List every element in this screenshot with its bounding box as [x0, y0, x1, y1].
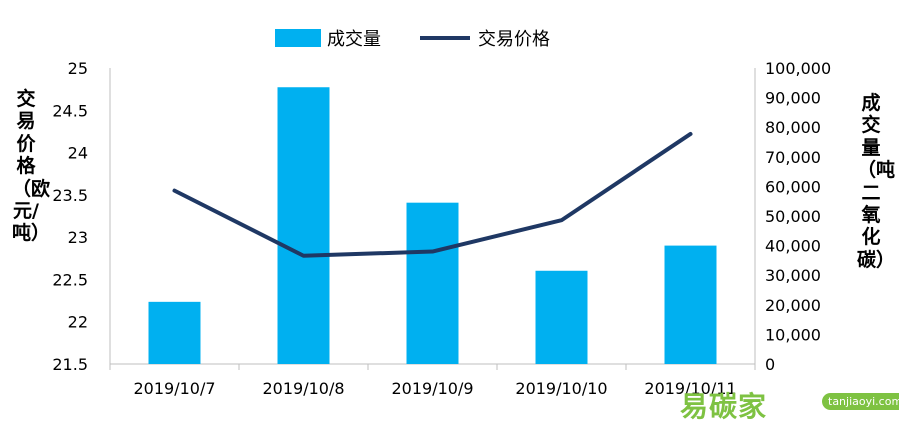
bar-2019/10/7: [148, 301, 201, 364]
legend-label-volume: 成交量: [327, 29, 381, 50]
x-tick-label: 2019/10/11: [644, 379, 736, 398]
x-tick-label: 2019/10/10: [515, 379, 607, 398]
watermark-brand: 易碳家: [680, 390, 768, 423]
left-y-tick-label: 24: [68, 144, 88, 163]
right-y-tick-label: 80,000: [765, 118, 821, 137]
bar-2019/10/9: [406, 202, 459, 364]
x-tick-label: 2019/10/9: [391, 379, 473, 398]
x-tick-label: 2019/10/7: [133, 379, 215, 398]
left-y-tick-label: 22: [68, 313, 88, 332]
left-y-tick-label: 24.5: [52, 101, 88, 120]
right-y-tick-label: 0: [765, 355, 775, 374]
left-y-tick-labels: 21.5 22 22.5 23 23.5 24 24.5 25: [52, 59, 88, 374]
price-line: [172, 131, 693, 258]
left-y-tick-label: 25: [68, 59, 88, 78]
left-y-tick-label: 22.5: [52, 270, 88, 289]
legend: 成交量 交易价格: [275, 29, 550, 50]
left-y-tick-label: 23.5: [52, 186, 88, 205]
right-y-tick-label: 90,000: [765, 89, 821, 108]
left-y-tick-label: 23: [68, 228, 88, 247]
right-y-tick-label: 100,000: [765, 59, 831, 78]
legend-swatch-volume: [275, 29, 321, 47]
left-y-axis-title: 交易价格（欧元/吨）: [12, 88, 51, 245]
right-y-tick-label: 60,000: [765, 177, 821, 196]
left-y-tick-label: 21.5: [52, 355, 88, 374]
bar-2019/10/10: [535, 270, 588, 364]
bar-2019/10/11: [664, 245, 717, 364]
right-y-tick-label: 70,000: [765, 148, 821, 167]
watermark-url: tanjiaoyi.com: [822, 393, 899, 410]
right-y-tick-label: 10,000: [765, 325, 821, 344]
bar-2019/10/8: [277, 87, 330, 365]
legend-label-price: 交易价格: [478, 29, 550, 50]
bars: [148, 87, 717, 365]
right-y-tick-labels: 0 10,000 20,000 30,000 40,000 50,000 60,000 70,…: [765, 59, 831, 374]
right-y-tick-label: 40,000: [765, 237, 821, 256]
right-y-tick-label: 30,000: [765, 266, 821, 285]
x-tick-labels: 2019/10/7 2019/10/8 2019/10/9 2019/10/10 201…: [133, 379, 736, 398]
right-y-axis-title: 成交量（吨二氧化碳）: [857, 92, 896, 271]
right-y-tick-label: 50,000: [765, 207, 821, 226]
right-y-tick-label: 20,000: [765, 296, 821, 315]
x-tick-label: 2019/10/8: [262, 379, 344, 398]
